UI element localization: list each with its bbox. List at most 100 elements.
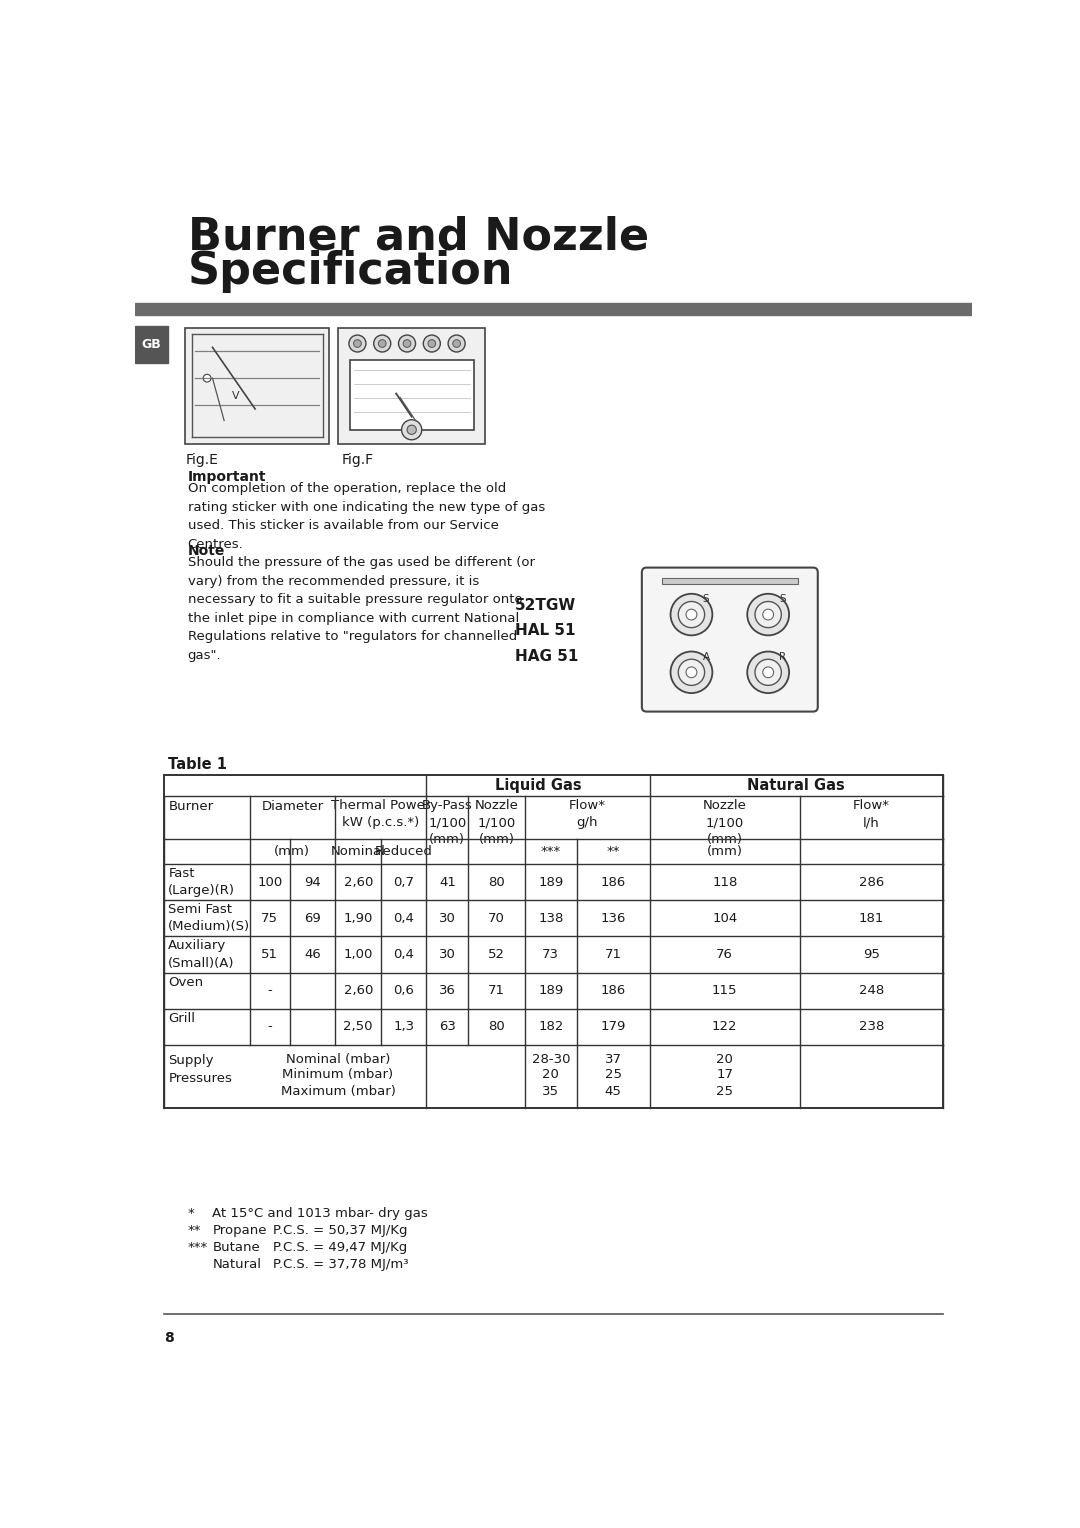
Text: 71: 71 <box>488 984 505 998</box>
Text: Nozzle
1/100
(mm): Nozzle 1/100 (mm) <box>703 799 746 847</box>
Text: 52: 52 <box>488 947 505 961</box>
Text: Burner: Burner <box>168 801 214 813</box>
Text: 189: 189 <box>538 876 564 889</box>
Text: 76: 76 <box>716 947 733 961</box>
Text: Diameter: Diameter <box>261 801 323 813</box>
Text: 63: 63 <box>438 1021 456 1033</box>
Text: Nominal: Nominal <box>330 845 386 857</box>
Text: 46: 46 <box>305 947 321 961</box>
Text: 286: 286 <box>859 876 883 889</box>
Circle shape <box>678 659 704 686</box>
Bar <box>164 775 943 1108</box>
Text: 182: 182 <box>538 1021 564 1033</box>
Text: Fast
(Large)(R): Fast (Large)(R) <box>168 866 235 897</box>
Bar <box>662 579 798 584</box>
Text: 122: 122 <box>712 1021 738 1033</box>
Text: (mm): (mm) <box>274 845 310 857</box>
Text: Oven: Oven <box>168 976 203 989</box>
Text: -: - <box>268 1021 272 1033</box>
Text: P.C.S. = 49,47 MJ/Kg: P.C.S. = 49,47 MJ/Kg <box>273 1241 407 1254</box>
Circle shape <box>407 425 416 434</box>
Text: Table 1: Table 1 <box>168 756 227 772</box>
Text: 181: 181 <box>859 912 883 924</box>
Bar <box>338 329 485 443</box>
Circle shape <box>203 374 211 382</box>
Text: Burner and Nozzle: Burner and Nozzle <box>188 215 649 258</box>
Text: A: A <box>703 652 710 662</box>
Text: 41: 41 <box>438 876 456 889</box>
Circle shape <box>349 335 366 351</box>
Text: 248: 248 <box>859 984 883 998</box>
Text: S: S <box>780 594 786 604</box>
Circle shape <box>686 666 697 678</box>
Text: 238: 238 <box>859 1021 883 1033</box>
Text: R: R <box>780 652 786 662</box>
Text: P.C.S. = 50,37 MJ/Kg: P.C.S. = 50,37 MJ/Kg <box>273 1224 407 1238</box>
Text: 36: 36 <box>438 984 456 998</box>
FancyBboxPatch shape <box>642 567 818 712</box>
Text: 1,00: 1,00 <box>343 947 373 961</box>
Text: 118: 118 <box>712 876 738 889</box>
Text: GB: GB <box>141 338 161 351</box>
Text: 25: 25 <box>605 1068 622 1082</box>
Text: 186: 186 <box>600 876 625 889</box>
Circle shape <box>755 602 781 628</box>
Circle shape <box>671 651 713 694</box>
Text: 35: 35 <box>542 1085 559 1099</box>
Circle shape <box>448 335 465 351</box>
Text: Specification: Specification <box>188 249 513 292</box>
Text: 37: 37 <box>605 1053 622 1065</box>
Circle shape <box>374 335 391 351</box>
Text: 2,60: 2,60 <box>343 984 373 998</box>
Text: 52TGW
HAL 51
HAG 51: 52TGW HAL 51 HAG 51 <box>515 597 578 665</box>
Circle shape <box>762 666 773 678</box>
Text: By-Pass
1/100
(mm): By-Pass 1/100 (mm) <box>422 799 473 847</box>
Text: 0,7: 0,7 <box>393 876 415 889</box>
Text: 1,90: 1,90 <box>343 912 373 924</box>
Text: Fig.E: Fig.E <box>186 452 218 468</box>
Circle shape <box>453 339 460 347</box>
Text: Flow*
g/h: Flow* g/h <box>569 799 606 830</box>
Text: Should the pressure of the gas used be different (or
vary) from the recommended : Should the pressure of the gas used be d… <box>188 556 535 662</box>
Text: On completion of the operation, replace the old
rating sticker with one indicati: On completion of the operation, replace … <box>188 483 545 550</box>
Text: 104: 104 <box>712 912 738 924</box>
Circle shape <box>428 339 435 347</box>
Text: 2,50: 2,50 <box>343 1021 373 1033</box>
Text: Supply
Pressures: Supply Pressures <box>168 1054 232 1085</box>
Text: 45: 45 <box>605 1085 622 1099</box>
Text: 25: 25 <box>716 1085 733 1099</box>
Text: Nozzle
1/100
(mm): Nozzle 1/100 (mm) <box>474 799 518 847</box>
Text: 80: 80 <box>488 1021 505 1033</box>
Text: Note: Note <box>188 544 225 558</box>
Text: S: S <box>703 594 710 604</box>
Text: 30: 30 <box>438 947 456 961</box>
Text: P.C.S. = 37,78 MJ/m³: P.C.S. = 37,78 MJ/m³ <box>273 1258 408 1271</box>
Text: Liquid Gas: Liquid Gas <box>495 778 581 793</box>
Text: 69: 69 <box>305 912 321 924</box>
Text: V: V <box>232 391 240 400</box>
Circle shape <box>671 594 713 636</box>
Text: Flow*
l/h: Flow* l/h <box>853 799 890 830</box>
Text: 94: 94 <box>305 876 321 889</box>
Bar <box>350 361 474 429</box>
Text: 80: 80 <box>488 876 505 889</box>
Circle shape <box>402 420 422 440</box>
Text: 28-30: 28-30 <box>531 1053 570 1065</box>
Text: Reduced: Reduced <box>375 845 433 857</box>
Bar <box>135 325 167 362</box>
Circle shape <box>403 339 410 347</box>
Text: 138: 138 <box>538 912 564 924</box>
Text: *: * <box>188 1207 194 1221</box>
Circle shape <box>423 335 441 351</box>
Text: Thermal Power
kW (p.c.s.*): Thermal Power kW (p.c.s.*) <box>330 799 430 830</box>
Text: ***: *** <box>541 845 561 857</box>
Circle shape <box>755 659 781 686</box>
Text: At 15°C and 1013 mbar- dry gas: At 15°C and 1013 mbar- dry gas <box>213 1207 429 1221</box>
Text: 70: 70 <box>488 912 505 924</box>
Text: Important: Important <box>188 469 266 484</box>
Text: Maximum (mbar): Maximum (mbar) <box>281 1085 395 1099</box>
Text: ***: *** <box>188 1241 208 1254</box>
Text: 30: 30 <box>438 912 456 924</box>
Text: Natural: Natural <box>213 1258 261 1271</box>
Text: Natural Gas: Natural Gas <box>747 778 845 793</box>
